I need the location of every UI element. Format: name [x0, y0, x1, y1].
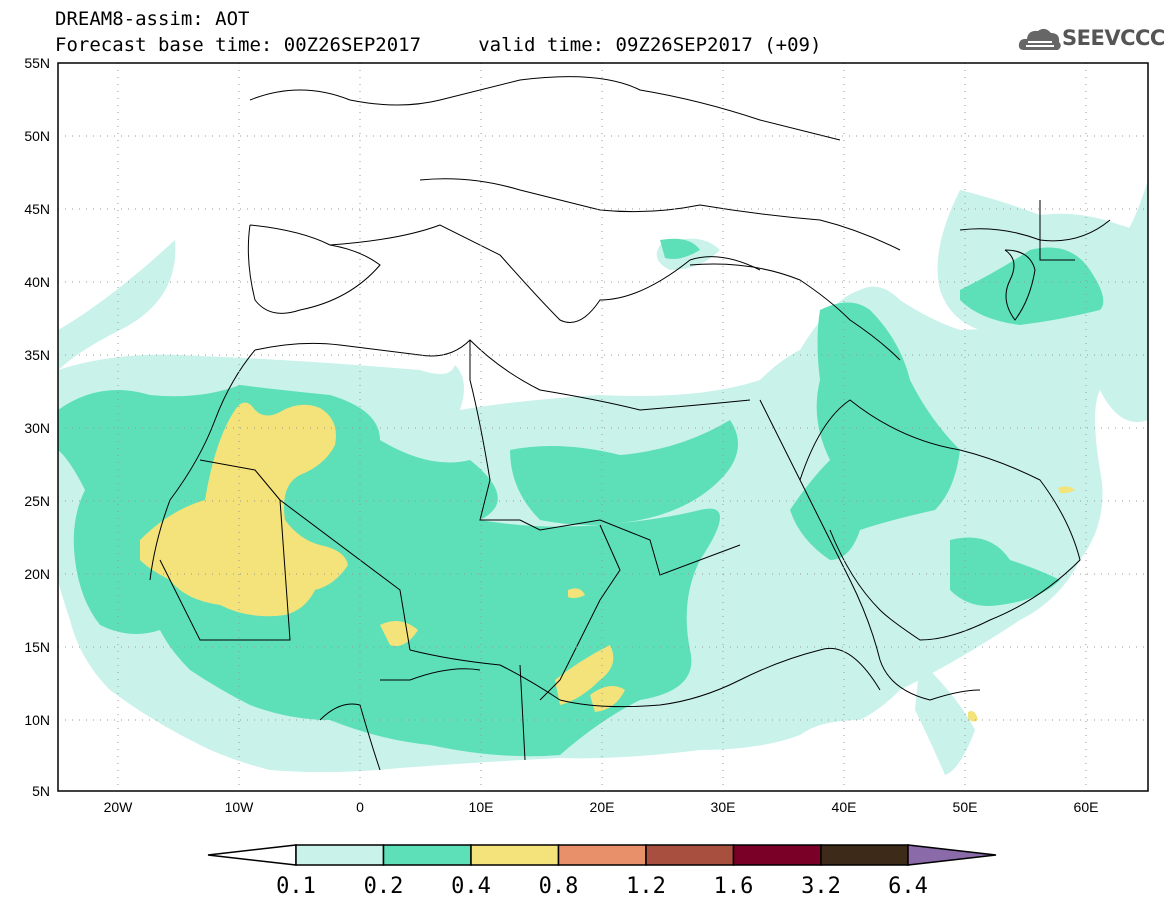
- lat-label: 55N: [24, 55, 50, 71]
- graticule: [58, 63, 1148, 791]
- colorbar-label: 0.2: [364, 874, 404, 899]
- colorbar-label: 0.4: [451, 874, 491, 899]
- lon-label: 20W: [104, 799, 134, 815]
- lon-label: 10W: [225, 799, 255, 815]
- map-frame: [57, 62, 1149, 792]
- colorbar-label: 0.1: [276, 874, 316, 899]
- lat-label: 20N: [24, 566, 50, 582]
- colorbar-segment: [470, 844, 560, 866]
- lon-label: 60E: [1074, 799, 1099, 815]
- lon-label: 20E: [590, 799, 615, 815]
- cloud-icon: [1018, 28, 1061, 50]
- colorbar-segment: [820, 844, 909, 866]
- lat-labels: 55N 50N 45N 40N 35N 30N 25N 20N 15N 10N …: [24, 55, 50, 799]
- aot-field: [58, 63, 1148, 791]
- aot-0.4-region: [140, 402, 1075, 722]
- forecast-times: Forecast base time: 00Z26SEP2017 valid t…: [55, 34, 822, 56]
- lat-label: 25N: [24, 493, 50, 509]
- aot-0.2-region: [58, 238, 1104, 757]
- lat-label: 40N: [24, 274, 50, 290]
- colorbar-segment: [382, 844, 472, 866]
- colorbar-label: 6.4: [888, 874, 928, 899]
- lat-label: 35N: [24, 347, 50, 363]
- lon-label: 50E: [953, 799, 978, 815]
- lat-label: 30N: [24, 420, 50, 436]
- colorbar-segment: [732, 844, 822, 866]
- lon-label: 10E: [469, 799, 494, 815]
- lon-label: 30E: [711, 799, 736, 815]
- lat-label: 15N: [24, 639, 50, 655]
- lon-label: 0: [356, 799, 364, 815]
- lon-label: 40E: [832, 799, 857, 815]
- country-borders: [149, 76, 1111, 771]
- color-bar: [207, 844, 997, 866]
- colorbar-segment: [557, 844, 647, 866]
- colorbar-label: 0.8: [539, 874, 579, 899]
- colorbar-segment: [207, 844, 297, 866]
- lon-labels: 20W 10W 0 10E 20E 30E 40E 50E 60E: [104, 799, 1099, 815]
- map-title: DREAM8-assim: AOT: [55, 8, 250, 30]
- colorbar-label: 1.2: [626, 874, 666, 899]
- lat-label: 5N: [32, 783, 50, 799]
- colorbar-label: 1.6: [714, 874, 754, 899]
- colorbar-segment: [295, 844, 385, 866]
- colorbar-segment: [907, 844, 997, 866]
- colorbar-segment: [645, 844, 735, 866]
- lat-label: 45N: [24, 201, 50, 217]
- lat-label: 10N: [24, 712, 50, 728]
- logo-text: SEEVCCC: [1062, 26, 1165, 50]
- colorbar-labels: 0.1 0.2 0.4 0.8 1.2 1.6 3.2 6.4: [276, 874, 928, 899]
- colorbar-label: 3.2: [801, 874, 841, 899]
- lat-label: 50N: [24, 128, 50, 144]
